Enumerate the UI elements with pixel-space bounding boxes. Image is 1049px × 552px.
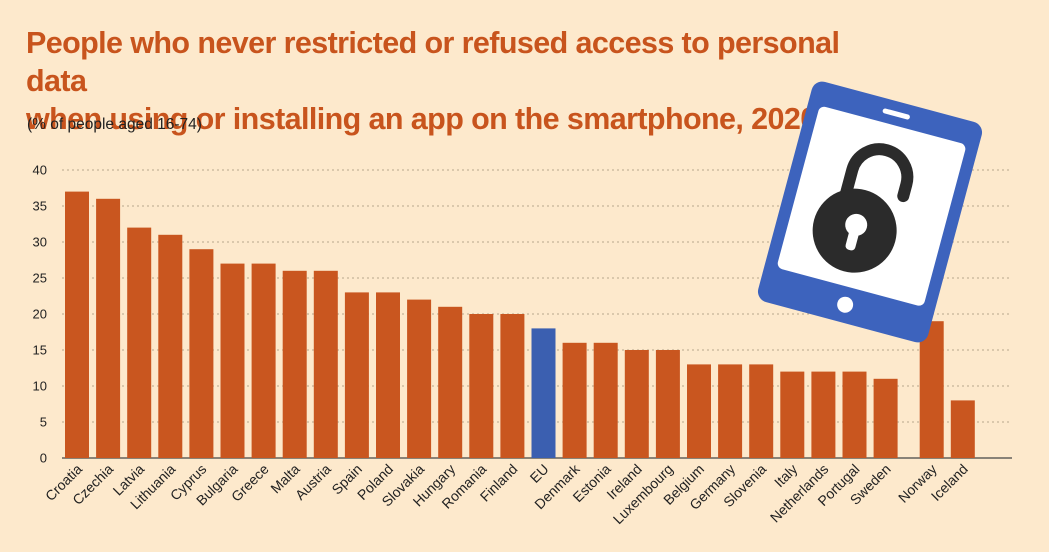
chart-title: People who never restricted or refused a… xyxy=(26,24,856,138)
open-padlock-icon xyxy=(812,143,914,273)
bar-portugal xyxy=(842,371,867,458)
x-axis-labels: CroatiaCzechiaLatviaLithuaniaCyprusBulga… xyxy=(42,460,971,527)
bars xyxy=(65,191,975,459)
bar-austria xyxy=(313,270,338,458)
bar-germany xyxy=(718,364,743,458)
bar-cyprus xyxy=(189,249,214,458)
y-tick-label: 5 xyxy=(40,415,47,430)
bar-netherlands xyxy=(811,371,836,458)
title-line-1: People who never restricted or refused a… xyxy=(26,26,840,98)
bar-slovakia xyxy=(407,299,432,458)
phone-speaker xyxy=(882,108,910,120)
smartphone-open-padlock-icon xyxy=(757,81,983,343)
y-tick-label: 25 xyxy=(33,271,47,286)
title-line-2: when using or installing an app on the s… xyxy=(26,102,817,136)
bar-italy xyxy=(780,371,805,458)
y-tick-label: 30 xyxy=(33,235,47,250)
y-tick-label: 40 xyxy=(33,163,47,178)
y-tick-label: 35 xyxy=(33,199,47,214)
y-tick-label: 15 xyxy=(33,343,47,358)
bar-iceland xyxy=(950,400,975,458)
y-tick-label: 20 xyxy=(33,307,47,322)
bar-malta xyxy=(282,270,307,458)
bar-spain xyxy=(344,292,369,458)
bar-ireland xyxy=(624,350,649,458)
padlock-shackle xyxy=(838,143,914,205)
y-tick-label: 10 xyxy=(33,379,47,394)
x-tick-label: EU xyxy=(527,461,552,486)
bar-romania xyxy=(469,314,494,458)
y-axis-ticks: 0 5 10 15 20 25 30 35 40 xyxy=(33,163,47,466)
bar-lithuania xyxy=(158,234,183,458)
bar-belgium xyxy=(687,364,711,458)
phone-home-button xyxy=(837,296,854,313)
chart-subtitle: (% of people aged 16-74) xyxy=(27,116,202,133)
bar-eu xyxy=(531,328,556,458)
x-tick-label: Austria xyxy=(292,461,334,503)
y-tick-label: 0 xyxy=(40,451,47,466)
bar-greece xyxy=(251,263,276,458)
bar-slovenia xyxy=(749,364,774,458)
bar-hungary xyxy=(438,306,463,458)
bar-luxembourg xyxy=(655,350,680,458)
bar-sweden xyxy=(873,378,898,458)
bar-czechia xyxy=(96,198,121,459)
bar-denmark xyxy=(562,342,587,458)
bar-estonia xyxy=(593,342,618,458)
bar-latvia xyxy=(127,227,152,458)
bar-bulgaria xyxy=(220,263,245,458)
keyhole-slot xyxy=(845,224,861,251)
bar-croatia xyxy=(65,191,89,458)
bar-norway xyxy=(919,321,944,458)
bar-poland xyxy=(376,292,400,458)
bar-finland xyxy=(500,314,525,458)
